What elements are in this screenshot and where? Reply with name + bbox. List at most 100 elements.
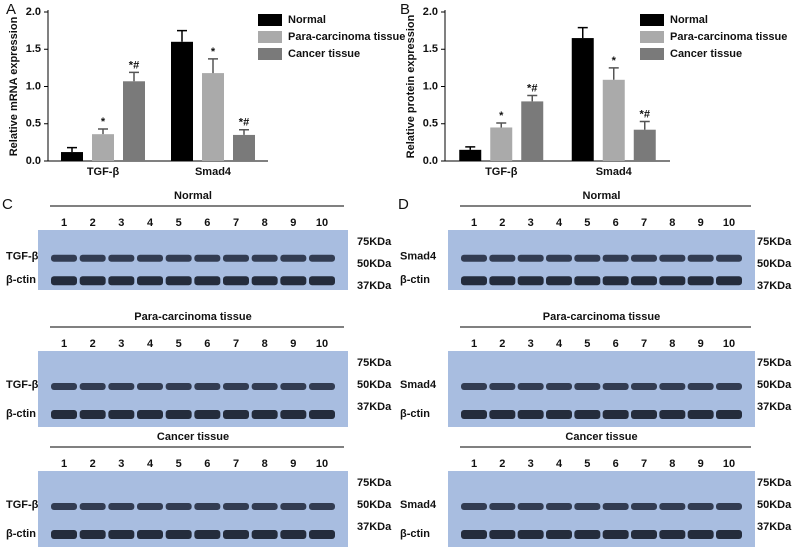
legend-label: Para-carcinoma tissue xyxy=(288,31,405,43)
lane-number: 6 xyxy=(204,338,210,350)
legend-swatch xyxy=(258,31,282,43)
significance-mark: * xyxy=(211,46,216,58)
band xyxy=(489,530,516,539)
band xyxy=(223,530,249,539)
x-tick-label: Smad4 xyxy=(195,166,232,178)
band xyxy=(574,530,601,539)
band xyxy=(546,276,572,286)
band xyxy=(280,276,307,286)
bar xyxy=(571,38,594,162)
marker-label: 37KDa xyxy=(757,280,792,292)
lane-number: 5 xyxy=(584,217,590,229)
band xyxy=(716,503,742,510)
significance-mark: *# xyxy=(239,117,249,129)
band xyxy=(517,530,544,539)
marker-label: 37KDa xyxy=(357,280,392,292)
y-tick-label: 1.0 xyxy=(423,80,438,92)
lane-number: 2 xyxy=(499,338,505,350)
band xyxy=(223,276,249,286)
lane-number: 5 xyxy=(584,458,590,470)
band xyxy=(631,276,657,286)
band xyxy=(659,254,686,262)
band xyxy=(659,503,686,510)
band xyxy=(165,530,192,539)
lane-number: 4 xyxy=(147,338,154,350)
loading-label: β-ctin xyxy=(6,274,36,286)
band xyxy=(108,503,135,510)
lane-number: 9 xyxy=(290,338,296,350)
band xyxy=(461,503,487,510)
lane-number: 1 xyxy=(61,338,67,350)
lane-number: 7 xyxy=(233,458,239,470)
band xyxy=(251,530,278,539)
band xyxy=(280,383,307,390)
band xyxy=(687,410,714,419)
error-bar xyxy=(208,58,218,74)
legend-swatch xyxy=(258,48,282,60)
band xyxy=(602,503,629,510)
lane-number: 3 xyxy=(528,217,534,229)
band xyxy=(137,254,163,262)
band xyxy=(687,503,714,510)
band xyxy=(108,410,135,419)
band xyxy=(79,254,106,262)
lane-number: 6 xyxy=(613,458,619,470)
group-title: Para-carcinoma tissue xyxy=(543,311,660,323)
x-tick-label: TGF-β xyxy=(87,166,120,178)
lane-number: 5 xyxy=(176,338,182,350)
band xyxy=(51,254,77,262)
band xyxy=(687,383,714,390)
band xyxy=(574,410,601,419)
y-tick-label: 1.0 xyxy=(26,80,41,92)
bar xyxy=(171,41,193,161)
error-bar xyxy=(239,128,249,135)
protein-label: TGF-β xyxy=(6,379,39,391)
lane-number: 10 xyxy=(316,458,328,470)
band xyxy=(631,530,657,539)
significance-mark: *# xyxy=(640,108,650,120)
band xyxy=(546,254,572,262)
band xyxy=(574,383,601,390)
lane-number: 10 xyxy=(723,217,735,229)
lane-number: 6 xyxy=(204,217,210,229)
marker-label: 37KDa xyxy=(757,521,792,533)
lane-number: 7 xyxy=(641,458,647,470)
bar xyxy=(490,127,513,161)
lane-number: 8 xyxy=(262,458,268,470)
band xyxy=(631,254,657,262)
band xyxy=(280,530,307,539)
group-title: Normal xyxy=(583,190,621,202)
lane-number: 2 xyxy=(90,217,96,229)
band xyxy=(602,254,629,262)
band xyxy=(79,276,106,286)
legend-label: Cancer tissue xyxy=(288,48,360,60)
band xyxy=(461,276,487,286)
band xyxy=(574,503,601,510)
legend-swatch xyxy=(258,14,282,26)
band xyxy=(165,383,192,390)
error-bar xyxy=(639,120,650,130)
loading-label: β-ctin xyxy=(400,408,430,420)
protein-label: Smad4 xyxy=(400,499,437,511)
band xyxy=(79,503,106,510)
band xyxy=(108,276,135,286)
band xyxy=(659,410,686,419)
lane-number: 7 xyxy=(641,338,647,350)
lane-number: 3 xyxy=(118,458,124,470)
band xyxy=(574,254,601,262)
error-bar xyxy=(98,128,108,135)
lane-number: 4 xyxy=(556,338,563,350)
y-axis-label: Relative protein expression xyxy=(405,14,417,158)
band xyxy=(137,530,163,539)
significance-mark: * xyxy=(101,116,106,128)
lane-number: 1 xyxy=(61,458,67,470)
band xyxy=(251,254,278,262)
band xyxy=(223,503,249,510)
lane-number: 10 xyxy=(723,338,735,350)
band xyxy=(137,410,163,419)
band xyxy=(602,530,629,539)
lane-number: 7 xyxy=(233,338,239,350)
band xyxy=(51,410,77,419)
band xyxy=(461,410,487,419)
band xyxy=(716,276,742,286)
